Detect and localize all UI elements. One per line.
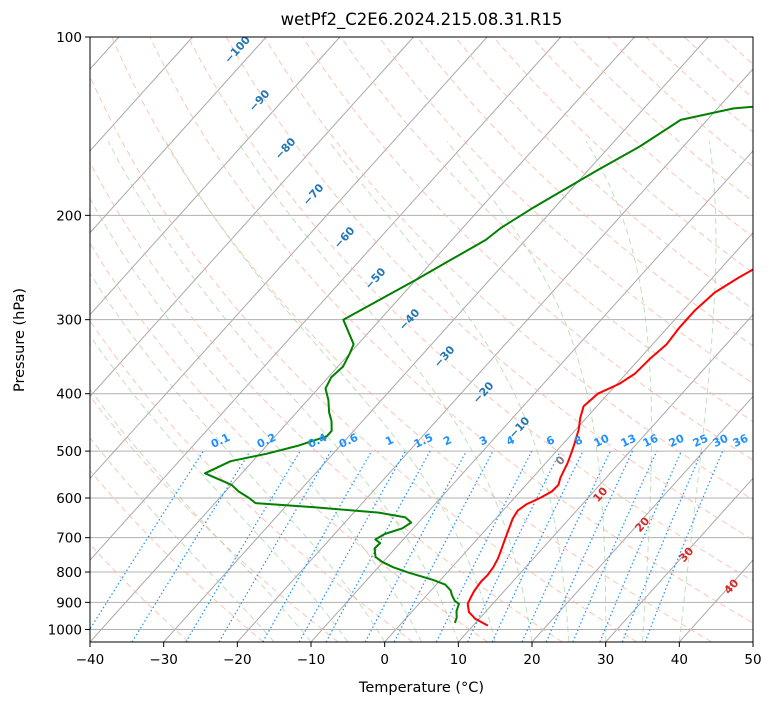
y-tick-label: 200	[56, 208, 82, 224]
isotherm-line	[605, 477, 753, 642]
dry-adiabat-line	[90, 320, 414, 642]
mixing-ratio-label: 10	[592, 432, 612, 450]
moist-adiabat-line	[585, 141, 653, 642]
mixing-ratio-line	[364, 450, 467, 642]
dry-adiabat-line	[761, 37, 775, 642]
y-tick-label: 500	[56, 444, 82, 460]
dry-adiabat-line	[90, 242, 488, 642]
moist-adiabat-line	[236, 141, 533, 642]
mixing-ratio-line	[435, 450, 533, 642]
mixing-ratio-line	[621, 450, 703, 642]
isotherm-line	[457, 313, 753, 642]
x-tick-label: 20	[523, 652, 540, 668]
x-tick-label: −30	[149, 652, 178, 668]
moist-adiabat-line	[328, 141, 570, 642]
isotherm-line	[163, 37, 709, 642]
mixing-ratio-label: 30	[711, 432, 731, 450]
x-tick-label: −20	[223, 652, 252, 668]
mixing-ratio-line	[325, 450, 431, 642]
isotherm-line	[90, 37, 341, 316]
plot-frame	[89, 36, 754, 643]
x-tick-label: 30	[597, 652, 614, 668]
mixing-ratio-line	[131, 450, 251, 642]
mixing-ratio-label: 16	[641, 432, 661, 450]
y-tick-label: 1000	[48, 622, 82, 638]
x-tick-label: 50	[744, 652, 761, 668]
dry-adiabat-line	[111, 37, 712, 642]
x-tick-label: 0	[380, 652, 389, 668]
x-tick-label: −40	[76, 652, 105, 668]
y-tick-label: 100	[56, 30, 82, 46]
x-tick-label: −10	[297, 652, 326, 668]
isotherm-line	[531, 395, 753, 642]
moist-adiabat-line	[90, 388, 312, 642]
mixing-ratio-label: 36	[731, 432, 751, 450]
moist-adiabat-line	[90, 437, 275, 642]
y-tick-label: 800	[56, 565, 82, 581]
mixing-ratio-line	[572, 450, 658, 642]
y-axis-title: Pressure (hPa)	[12, 288, 28, 392]
x-tick-label: 40	[671, 652, 688, 668]
chart-title: wetPf2_C2E6.2024.215.08.31.R15	[281, 10, 563, 30]
moist-adiabat-line	[446, 140, 607, 642]
mixing-ratio-line	[298, 450, 406, 642]
isotherm-line	[90, 37, 267, 234]
mixing-ratio-line	[644, 450, 724, 642]
dry-adiabat-line	[90, 395, 339, 642]
isotherm-line	[384, 231, 753, 642]
mixing-ratio-label: 25	[691, 432, 710, 450]
moist-adiabat-line	[165, 141, 496, 642]
dry-adiabat-line	[149, 37, 753, 624]
y-tick-label: 700	[56, 531, 82, 547]
mixing-ratio-line	[90, 450, 204, 631]
isotherm-line	[236, 68, 753, 642]
mixing-ratio-label: 20	[667, 432, 687, 450]
x-tick-label: 10	[450, 652, 467, 668]
mixing-ratio-line	[545, 450, 634, 642]
y-tick-label: 400	[56, 387, 82, 403]
mixing-ratio-label: 13	[619, 432, 638, 450]
dry-adiabat-line	[416, 37, 753, 347]
temperature-profile-line	[466, 268, 753, 627]
isotherm-line	[310, 150, 753, 642]
moist-adiabat-line	[90, 334, 349, 642]
dry-adiabat-line	[90, 543, 190, 642]
moist-adiabat-line	[90, 272, 386, 642]
isotherm-line	[752, 641, 753, 642]
y-tick-label: 600	[56, 491, 82, 507]
moist-adiabat-line	[90, 197, 422, 642]
y-tick-label: 900	[56, 595, 82, 611]
isotherm-line	[90, 37, 414, 398]
isotherm-line	[90, 37, 488, 480]
dewpoint-profile-line	[204, 105, 753, 624]
isotherm-line	[90, 37, 193, 152]
mixing-ratio-line	[599, 450, 682, 642]
moist-adiabat-line	[678, 141, 717, 642]
dry-adiabat-line	[90, 469, 264, 642]
dry-adiabat-line	[90, 161, 563, 642]
x-axis-title: Temperature (°C)	[358, 680, 484, 696]
y-tick-label: 300	[56, 313, 82, 329]
isotherm-line	[90, 37, 562, 561]
isotherm-line	[90, 37, 635, 642]
dry-adiabat-line	[454, 37, 753, 310]
